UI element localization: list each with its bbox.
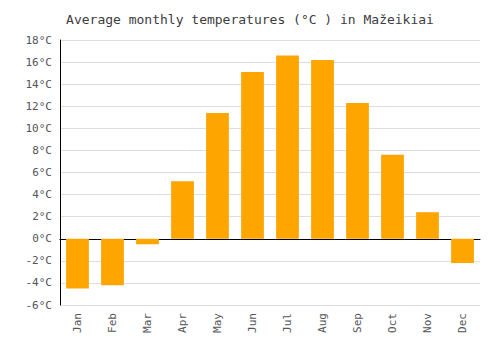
- svg-text:6°C: 6°C: [32, 166, 52, 179]
- svg-text:14°C: 14°C: [26, 78, 53, 91]
- svg-text:12°C: 12°C: [26, 100, 53, 113]
- svg-text:Dec: Dec: [456, 313, 469, 333]
- svg-text:-4°C: -4°C: [26, 276, 53, 289]
- svg-text:4°C: 4°C: [32, 188, 52, 201]
- svg-text:Average monthly temperatures (: Average monthly temperatures (°C ) in Ma…: [66, 12, 434, 27]
- svg-text:Jan: Jan: [71, 313, 84, 333]
- svg-text:10°C: 10°C: [26, 122, 53, 135]
- svg-text:-2°C: -2°C: [26, 254, 53, 267]
- svg-text:Aug: Aug: [316, 313, 329, 333]
- svg-text:May: May: [211, 313, 224, 333]
- svg-text:Jul: Jul: [281, 313, 294, 333]
- svg-text:0°C: 0°C: [32, 232, 52, 245]
- svg-text:Jun: Jun: [246, 313, 259, 333]
- svg-text:Feb: Feb: [106, 313, 119, 333]
- svg-text:Oct: Oct: [386, 313, 399, 333]
- svg-text:8°C: 8°C: [32, 144, 52, 157]
- svg-text:Apr: Apr: [176, 313, 189, 333]
- svg-text:16°C: 16°C: [26, 56, 53, 69]
- svg-text:Sep: Sep: [351, 313, 364, 333]
- svg-text:2°C: 2°C: [32, 210, 52, 223]
- svg-text:18°C: 18°C: [26, 34, 53, 47]
- svg-text:Mar: Mar: [141, 313, 154, 333]
- svg-text:-6°C: -6°C: [26, 299, 53, 312]
- svg-text:Nov: Nov: [421, 313, 434, 333]
